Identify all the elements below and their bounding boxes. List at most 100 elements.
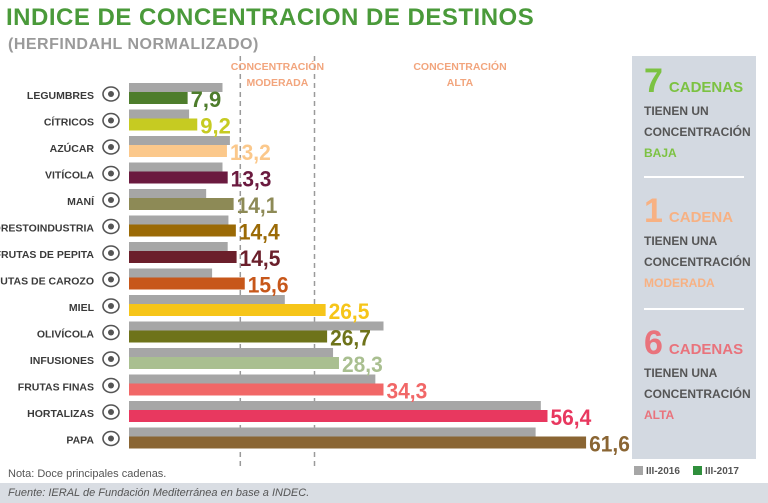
bar-2016	[129, 109, 190, 119]
summary-low-level: BAJA	[644, 146, 677, 160]
category-label: PAPA	[66, 435, 94, 447]
legend-swatch-2017	[693, 466, 702, 475]
bar-2016	[129, 215, 229, 225]
summary-high-count: 6	[644, 324, 663, 362]
summary-moderate-level: MODERADA	[644, 276, 715, 290]
bar-2016	[129, 348, 334, 357]
citrus-icon	[102, 112, 120, 129]
bar-2017	[129, 277, 245, 290]
apple-icon	[102, 245, 120, 261]
summary-moderate-line1: TIENEN UNA	[644, 234, 718, 248]
berry-icon	[102, 377, 120, 394]
category-label: INFUSIONES	[30, 355, 94, 367]
summary-divider	[644, 308, 744, 310]
summary-low-line2: CONCENTRACIÓN	[644, 125, 751, 139]
summary-high-level: ALTA	[644, 408, 675, 422]
summary-high-line2: CONCENTRACIÓN	[644, 387, 751, 401]
honey-icon	[102, 298, 120, 314]
bar-2017	[129, 330, 328, 343]
page-subtitle: (HERFINDAHL NORMALIZADO)	[8, 36, 259, 53]
bar-2017	[129, 224, 236, 237]
zone-label-moderate: CONCENTRACIÓN	[231, 60, 324, 73]
bar-2016	[129, 162, 223, 172]
data-label: 7,9	[191, 87, 222, 112]
data-label: 13,2	[230, 140, 271, 165]
summary-low-word: CADENAS	[668, 79, 744, 96]
category-label: FRUTAS DE PEPITA	[0, 249, 94, 261]
bar-2017	[129, 383, 384, 396]
data-label: 13,3	[231, 167, 272, 192]
source-text: Fuente: IERAL de Fundación Mediterránea …	[8, 487, 310, 499]
bar-2017	[129, 92, 188, 104]
zone-label-high: CONCENTRACIÓN	[413, 60, 506, 73]
legend-swatch-2016	[634, 466, 643, 475]
bar-2017	[129, 357, 339, 369]
footnote: Nota: Doce principales cadenas.	[8, 468, 167, 480]
category-label: OLIVÍCOLA	[37, 328, 95, 341]
category-label: HORTALIZAS	[27, 408, 94, 420]
category-label: CÍTRICOS	[44, 116, 94, 129]
tree-icon	[102, 218, 120, 235]
potato-icon	[102, 430, 120, 447]
bar-chart: CONCENTRACIÓN MODERADA CONCENTRACIÓN ALTA L…	[0, 56, 630, 470]
source-bar: Fuente: IERAL de Fundación Mediterránea …	[0, 483, 768, 503]
peanut-icon	[102, 192, 120, 208]
data-label: 34,3	[387, 379, 428, 404]
legend-item-2017: III-2017	[693, 466, 739, 477]
teapot-icon	[102, 351, 120, 367]
legend-label-2016: III-2016	[646, 466, 680, 477]
grape-icon	[102, 165, 120, 182]
category-label: FRUTAS DE CAROZO	[0, 276, 94, 288]
summary-high-word: CADENAS	[668, 341, 744, 358]
olive-icon	[102, 324, 120, 341]
summary-high-line1: TIENEN UNA	[644, 366, 718, 380]
data-label: 14,5	[240, 246, 281, 271]
category-label: VITÍCOLA	[45, 169, 94, 182]
category-label: LEGUMBRES	[27, 90, 94, 102]
peach-icon	[102, 271, 120, 288]
data-label: 56,4	[550, 405, 592, 430]
bar-2016	[129, 374, 376, 384]
legend-label-2017: III-2017	[705, 466, 739, 477]
category-label: MIEL	[69, 302, 95, 314]
data-label: 9,2	[200, 114, 231, 139]
zone-label-high: ALTA	[447, 77, 474, 89]
bar-2016	[129, 136, 230, 145]
vegetables-icon	[102, 404, 120, 420]
sugarcane-icon	[102, 139, 120, 155]
bar-2016	[129, 83, 223, 92]
data-label: 26,7	[330, 326, 371, 351]
summary-low-line1: TIENEN UN	[644, 104, 709, 118]
bar-2016	[129, 189, 207, 198]
bar-2016	[129, 321, 384, 331]
bar-2017	[129, 198, 234, 210]
category-label: AZÚCAR	[50, 142, 95, 155]
bar-2016	[129, 268, 213, 278]
data-label: 61,6	[589, 432, 630, 457]
bar-2017	[129, 304, 326, 316]
bar-2017	[129, 171, 228, 184]
summary-moderate-word: CADENA	[668, 209, 734, 226]
bar-2016	[129, 401, 541, 410]
category-label: FORESTOINDUSTRIA	[0, 223, 94, 235]
data-label: 15,6	[248, 273, 289, 298]
summary-divider	[644, 176, 744, 178]
data-label: 14,4	[239, 220, 281, 245]
bar-2017	[129, 118, 198, 131]
bar-2017	[129, 436, 587, 449]
summary-low-count: 7	[644, 62, 663, 100]
page-title: INDICE DE CONCENTRACION DE DESTINOS	[6, 4, 535, 31]
bar-2016	[129, 427, 536, 437]
bar-2016	[129, 242, 228, 251]
category-label: FRUTAS FINAS	[18, 382, 94, 394]
bar-2017	[129, 251, 237, 263]
bar-2017	[129, 410, 548, 422]
summary-high: 6 CADENAS TIENEN UNA CONCENTRACIÓN ALTA	[644, 324, 752, 426]
summary-moderate-line2: CONCENTRACIÓN	[644, 255, 751, 269]
summary-moderate-count: 1	[644, 192, 663, 230]
category-label: MANÍ	[67, 195, 95, 208]
data-label: 26,5	[329, 299, 370, 324]
data-label: 14,1	[237, 193, 278, 218]
legend-item-2016: III-2016	[634, 466, 680, 477]
